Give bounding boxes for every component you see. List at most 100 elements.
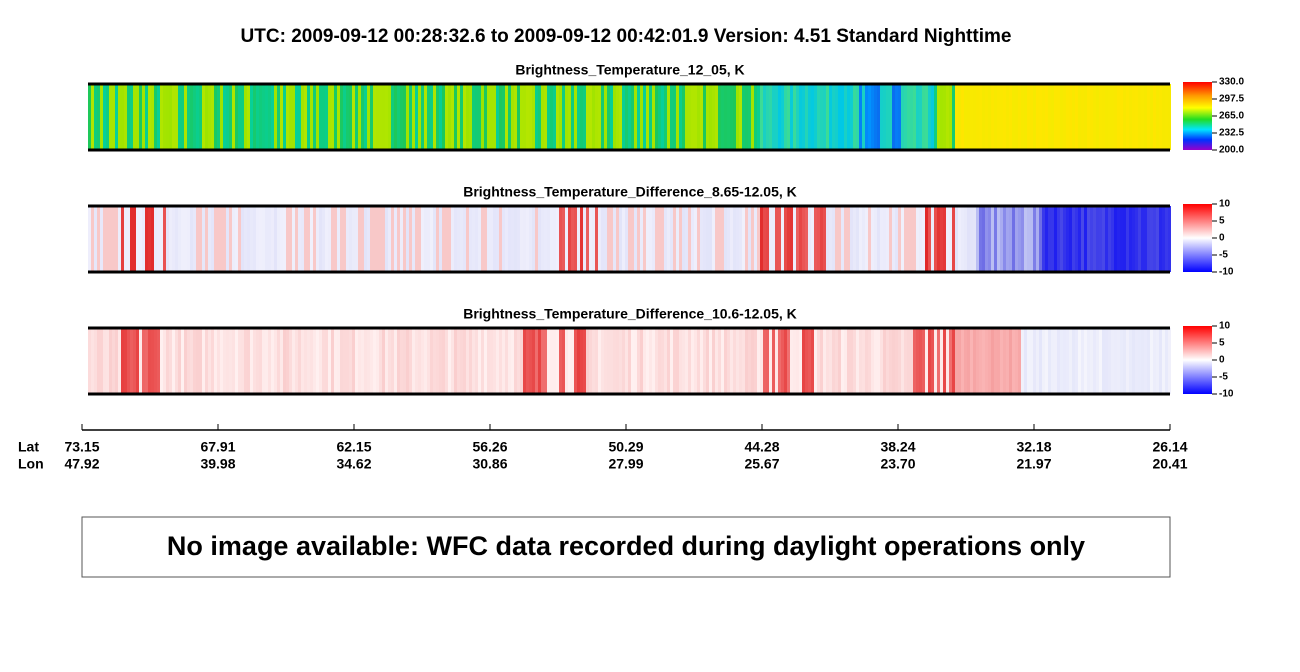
image-column xyxy=(535,84,538,150)
image-column xyxy=(712,84,715,150)
image-column xyxy=(733,84,736,150)
image-column xyxy=(538,206,541,272)
image-column xyxy=(946,328,949,394)
image-column xyxy=(499,328,502,394)
image-column xyxy=(388,206,391,272)
image-column xyxy=(1141,84,1144,150)
image-column xyxy=(178,84,181,150)
image-column xyxy=(760,206,763,272)
image-column xyxy=(1021,328,1024,394)
image-column xyxy=(640,84,643,150)
image-column xyxy=(373,84,376,150)
image-column xyxy=(634,84,637,150)
image-column xyxy=(1042,84,1045,150)
image-column xyxy=(976,328,979,394)
image-column xyxy=(967,84,970,150)
image-column xyxy=(316,206,319,272)
image-column xyxy=(703,206,706,272)
image-column xyxy=(985,206,988,272)
image-column xyxy=(400,328,403,394)
image-column xyxy=(463,206,466,272)
image-column xyxy=(724,84,727,150)
image-column xyxy=(574,328,577,394)
image-column xyxy=(916,206,919,272)
image-column xyxy=(1093,206,1096,272)
image-column xyxy=(955,328,958,394)
colorbar-tick-label: 0 xyxy=(1219,233,1225,244)
image-column xyxy=(130,84,133,150)
image-column xyxy=(256,328,259,394)
image-column xyxy=(916,84,919,150)
image-column xyxy=(580,206,583,272)
axis-tick-label: 25.67 xyxy=(744,456,779,472)
image-column xyxy=(568,84,571,150)
image-column xyxy=(805,206,808,272)
image-column xyxy=(229,206,232,272)
image-column xyxy=(259,328,262,394)
image-column xyxy=(394,328,397,394)
image-column xyxy=(886,84,889,150)
image-column xyxy=(985,328,988,394)
axis-tick-label: 67.91 xyxy=(200,439,235,455)
image-column xyxy=(964,206,967,272)
image-column xyxy=(616,328,619,394)
image-column xyxy=(460,328,463,394)
image-column xyxy=(1096,84,1099,150)
image-column xyxy=(457,84,460,150)
image-column xyxy=(364,206,367,272)
image-column xyxy=(109,84,112,150)
image-column xyxy=(1057,206,1060,272)
image-column xyxy=(739,206,742,272)
image-column xyxy=(496,328,499,394)
image-column xyxy=(796,328,799,394)
image-column xyxy=(1132,328,1135,394)
image-column xyxy=(832,206,835,272)
image-column xyxy=(412,84,415,150)
image-column xyxy=(1018,84,1021,150)
image-column xyxy=(247,206,250,272)
image-column xyxy=(127,84,130,150)
image-column xyxy=(343,328,346,394)
image-column xyxy=(1006,206,1009,272)
image-column xyxy=(358,206,361,272)
image-column xyxy=(703,328,706,394)
image-column xyxy=(1123,328,1126,394)
image-column xyxy=(673,328,676,394)
image-column xyxy=(631,84,634,150)
image-column xyxy=(133,84,136,150)
image-column xyxy=(523,84,526,150)
image-column xyxy=(619,206,622,272)
image-column xyxy=(514,84,517,150)
image-column xyxy=(1000,206,1003,272)
image-column xyxy=(337,84,340,150)
axis-tick-label: 73.15 xyxy=(64,439,99,455)
image-column xyxy=(412,206,415,272)
image-column xyxy=(838,84,841,150)
image-column xyxy=(172,84,175,150)
image-column xyxy=(544,206,547,272)
image-column xyxy=(610,84,613,150)
image-column xyxy=(334,84,337,150)
image-column xyxy=(94,328,97,394)
colorbar-tick-label: 10 xyxy=(1219,199,1231,210)
image-column xyxy=(574,206,577,272)
image-column xyxy=(835,84,838,150)
image-column xyxy=(853,84,856,150)
image-column xyxy=(430,328,433,394)
colorbar-tick-label: 200.0 xyxy=(1219,145,1244,156)
image-column xyxy=(502,206,505,272)
panel-title: Brightness_Temperature_Difference_8.65-1… xyxy=(463,184,797,200)
image-column xyxy=(166,206,169,272)
image-column xyxy=(1114,328,1117,394)
image-column xyxy=(1039,206,1042,272)
image-column xyxy=(448,206,451,272)
image-column xyxy=(139,328,142,394)
image-column xyxy=(475,84,478,150)
image-column xyxy=(235,206,238,272)
image-column xyxy=(652,328,655,394)
image-column xyxy=(925,206,928,272)
image-column xyxy=(223,206,226,272)
image-column xyxy=(922,328,925,394)
image-column xyxy=(517,206,520,272)
image-column xyxy=(1054,84,1057,150)
